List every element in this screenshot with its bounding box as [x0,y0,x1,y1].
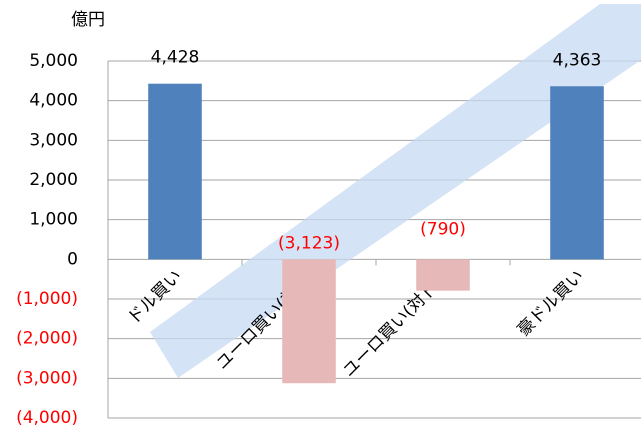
bar [550,86,604,260]
value-label: (3,123) [278,233,340,253]
bar [416,259,470,291]
bar [148,83,202,260]
y-tick-label: 4,000 [29,91,78,111]
y-tick-label: 1,000 [29,210,78,230]
value-label: 4,428 [151,48,200,68]
y-tick-label: (2,000) [16,329,78,349]
y-tick-label: (3,000) [16,368,78,388]
value-label: (790) [420,219,466,239]
y-tick-label: 0 [67,249,78,269]
value-label: 4,363 [553,50,602,70]
y-tick-label: 3,000 [29,130,78,150]
y-tick-label: (4,000) [16,408,78,428]
y-tick-label: 5,000 [29,51,78,71]
y-tick-label: (1,000) [16,289,78,309]
bar [282,259,336,384]
x-tick-label: 豪ドル買い [513,266,588,341]
y-tick-label: 2,000 [29,170,78,190]
trend-arrow [150,4,641,378]
unit-label: 億円 [71,10,105,30]
